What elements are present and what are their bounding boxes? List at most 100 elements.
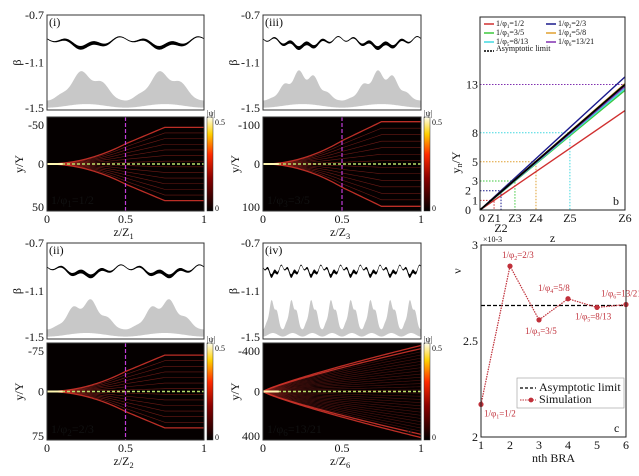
colorbar-label: |ψ| [207,109,215,118]
legend-label-post: =5/8 [571,28,586,37]
legend-label-sub: 2 [569,25,572,30]
point-label-pre: 1/φ [525,326,537,336]
beam-path [262,391,422,416]
point-label-pre: 1/φ [484,408,496,418]
x-axis-label: z [550,231,555,245]
panel-tag: (iv) [265,243,282,257]
x-tick-label: 0.5 [335,441,350,455]
ratio-label: 1/φ2=2/3 [51,422,94,438]
legend-label-pre: 1/φ [558,37,569,46]
intensity-map-frame [46,116,205,212]
point-label-post: =8/13 [590,311,612,321]
beta-tick-label: -0.7 [25,8,44,22]
colorbar-min-label: 0 [432,433,436,442]
x-tick-label: 0.5 [118,441,133,455]
colorbar-max-label: 0.5 [215,344,225,353]
point-label-pre: 1/φ [538,283,550,293]
x-tick-label: 0.5 [335,212,350,226]
intensity-map-frame [262,116,422,212]
beta-tick-label: -1.1 [241,56,260,70]
x-tick-label: 6 [623,438,629,452]
beam-path [262,163,421,207]
point-label-sub: 6 [613,295,616,301]
x-tick-label: Z6 [618,211,631,225]
beta-tick-label: -0.7 [241,8,260,22]
y-tick-label: 100 [242,200,260,214]
colorbar-label: |ψ| [207,335,215,344]
legend-label-sub: 5 [507,43,510,48]
ratio-label-pre: 1/φ [267,193,283,207]
beta-plot-frame [46,242,205,340]
ratio-label: 1/φ6=13/21 [267,422,322,438]
beam-path [46,366,204,392]
legend-marker-simulation [528,397,534,403]
beta-axis-label: β [226,288,240,294]
x-tick-label: 1 [418,212,424,226]
legend-label-pre: 1/φ [496,19,507,28]
y-tick-label: 2 [465,184,471,198]
y-axis-label: ν [450,268,464,274]
series-line [479,83,626,211]
point-label: 1/φ5=8/13 [575,311,612,323]
x-tick-label: Z4 [529,211,542,225]
x-tick-label: 1 [478,438,484,452]
ratio-label-sub: 1 [67,199,72,209]
y-tick-label: 2.5 [463,334,478,348]
beam-path [262,367,422,392]
y-tick-label: 5 [472,155,478,169]
x-tick-label: 5 [594,438,600,452]
x-tick-label: Z5 [563,211,576,225]
colorbar-min-label: 0 [432,204,436,213]
point-label-pre: 1/φ [502,250,514,260]
x-tick-label: 0 [260,441,266,455]
ratio-label: 1/φ1=1/2 [51,193,94,209]
point-label-sub: 4 [550,289,553,295]
point-label: 1/φ2=2/3 [502,250,534,262]
y-label-pre: y [449,168,463,174]
legend-label-post: =13/21 [571,37,594,46]
beam-path [46,391,204,412]
point-label: 1/φ1=1/2 [484,408,516,420]
colorbar [423,342,431,441]
beta-tick-label: -1.1 [25,56,44,70]
panel-tag: (i) [49,15,60,29]
legend-label-sub: 4 [569,34,572,39]
y-tick-label: 13 [466,78,478,92]
x-axis-label: z/Z3 [330,225,350,241]
y-tick-label: 3 [472,174,478,188]
legend-label: Asymptotic limit [496,44,551,53]
band-curve [47,264,204,279]
beta-plot-frame [262,242,422,340]
legend-label-pre: 1/φ [496,28,507,37]
x-axis-label-pre: z/Z [330,225,346,239]
beta-tick-label: -0.7 [25,236,44,250]
y-label-sub: n [455,164,464,168]
simulation-line [480,264,627,405]
legend-label-simulation: Simulation [539,392,592,406]
y-multiplier: ×10-3 [483,235,502,244]
legend-label-sub: 3 [507,34,510,39]
colorbar-max-label: 0.5 [432,344,442,353]
guide-line [480,180,516,210]
legend-label-post: =1/2 [509,19,524,28]
beam-path [262,391,422,397]
ratio-label-sub: 6 [283,428,288,438]
y-tick-label: -50 [28,118,44,132]
panel-tag: (iii) [265,15,283,29]
beam-path [262,391,422,422]
panel-letter: c [614,421,619,435]
legend-label-post: =2/3 [571,19,586,28]
beam-path [262,364,422,392]
band-curve [47,36,204,50]
beam-path [262,121,421,165]
guide-line [480,161,537,210]
beam-path [262,351,422,392]
plot-frame [480,244,627,438]
beam-path [262,373,422,392]
x-axis-label-sub: 2 [130,461,134,470]
